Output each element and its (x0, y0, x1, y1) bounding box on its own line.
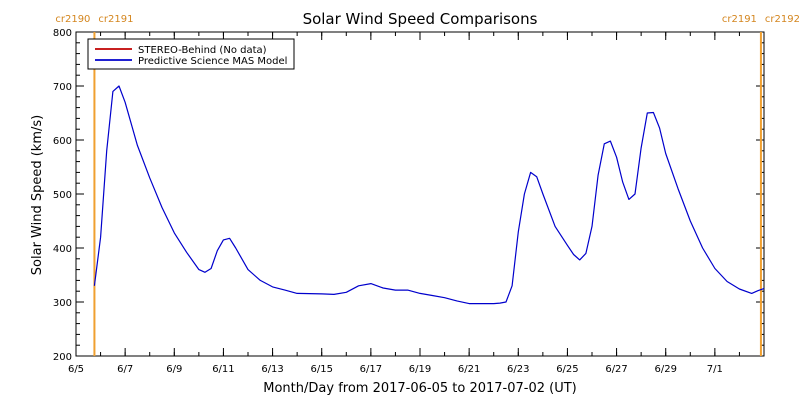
legend-label: Predictive Science MAS Model (138, 56, 287, 67)
legend-label: STEREO-Behind (No data) (138, 45, 267, 56)
chart-title: Solar Wind Speed Comparisons (303, 10, 538, 28)
x-tick-label: 6/5 (68, 364, 84, 375)
x-tick-label: 6/19 (409, 364, 431, 375)
y-tick-label: 700 (53, 82, 72, 93)
carrington-label: cr2192 (765, 14, 800, 25)
y-tick-label: 200 (53, 352, 72, 363)
plot-area: 200 300 400 500 600 700 800 6/5 6/7 6/9 6/11 6/13 6/… (53, 14, 800, 375)
y-tick-label: 500 (53, 190, 72, 201)
x-axis-title: Month/Day from 2017-06-05 to 2017-07-02 … (263, 381, 576, 396)
x-tick-label: 6/9 (166, 364, 182, 375)
x-tick-label: 6/17 (360, 364, 382, 375)
x-tick-label: 6/13 (261, 364, 283, 375)
x-tick-label: 6/7 (117, 364, 133, 375)
legend-box (87, 38, 295, 70)
x-tick-label: 6/25 (556, 364, 578, 375)
y-tick-label: 800 (53, 28, 72, 39)
y-axis-title: Solar Wind Speed (km/s) (30, 115, 45, 275)
x-tick-label: 6/29 (654, 364, 676, 375)
y-tick-label: 600 (53, 136, 72, 147)
x-tick-label: 6/27 (605, 364, 627, 375)
carrington-label: cr2191 (722, 14, 757, 25)
x-tick-label: 6/11 (212, 364, 234, 375)
carrington-label: cr2190 (55, 14, 90, 25)
x-tick-label: 6/15 (310, 364, 332, 375)
x-tick-label: 6/23 (507, 364, 529, 375)
series-line (93, 85, 765, 305)
carrington-label: cr2191 (98, 14, 133, 25)
y-tick-label: 400 (53, 244, 72, 255)
y-tick-label: 300 (53, 298, 72, 309)
x-tick-label: 6/21 (458, 364, 480, 375)
x-tick-label: 7/1 (707, 364, 723, 375)
